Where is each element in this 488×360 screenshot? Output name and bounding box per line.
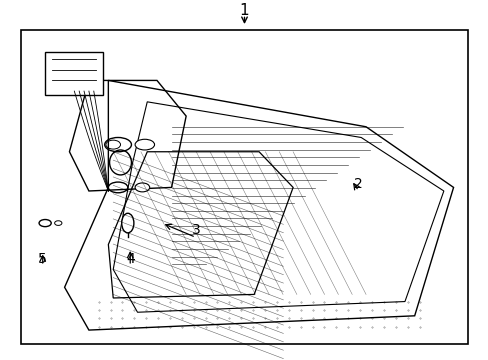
Text: 3: 3 [191, 223, 200, 237]
Ellipse shape [122, 213, 134, 233]
Ellipse shape [55, 221, 62, 225]
Text: 4: 4 [125, 252, 134, 266]
Text: 2: 2 [354, 177, 363, 191]
Text: 1: 1 [239, 3, 249, 18]
Ellipse shape [135, 139, 154, 150]
Text: 5: 5 [38, 252, 47, 266]
Ellipse shape [135, 183, 149, 192]
FancyBboxPatch shape [45, 52, 103, 95]
